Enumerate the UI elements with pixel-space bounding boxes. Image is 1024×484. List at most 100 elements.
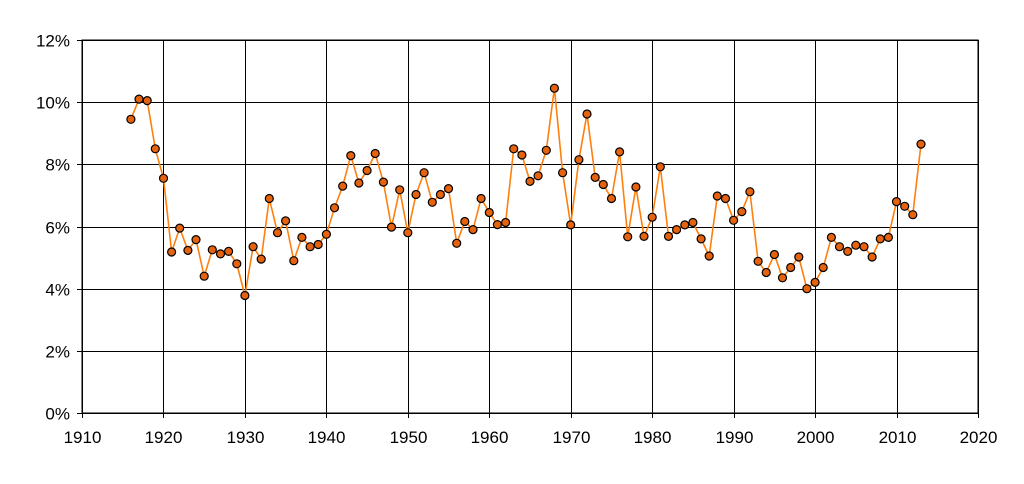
x-tick-label: 1960 — [471, 428, 509, 447]
data-point — [501, 217, 511, 228]
data-point — [313, 239, 323, 250]
data-point — [859, 242, 869, 252]
plot-area — [81, 39, 979, 414]
data-point — [240, 290, 250, 301]
data-point — [338, 181, 348, 191]
y-tick-label: 6% — [45, 219, 70, 238]
data-point — [468, 225, 478, 235]
data-point — [460, 216, 470, 227]
data-point — [623, 232, 633, 242]
data-point — [712, 191, 722, 201]
data-point — [281, 216, 291, 226]
data-point — [574, 155, 584, 165]
data-point — [655, 162, 665, 172]
y-tick-label: 12% — [36, 32, 70, 51]
data-point — [175, 223, 185, 233]
data-point — [370, 148, 380, 159]
data-point — [851, 240, 861, 250]
x-tick-label: 1930 — [227, 428, 265, 447]
y-tick-label: 2% — [45, 343, 70, 362]
x-tick-label: 1990 — [716, 428, 754, 447]
data-point — [826, 232, 837, 242]
x-tick-label: 1950 — [390, 428, 428, 447]
data-point — [403, 228, 413, 238]
data-point — [305, 242, 315, 252]
x-tick-label: 2010 — [879, 428, 917, 447]
tick-labels: 0% 2% 4% 6% 8% 10% 12% 1910 1920 1930 1940 1950 1960… — [36, 32, 997, 448]
data-point — [419, 168, 429, 178]
x-tick-label: 1970 — [553, 428, 591, 447]
data-point — [191, 235, 201, 245]
data-point — [354, 178, 364, 188]
data-point — [720, 193, 731, 204]
data-point — [802, 284, 812, 294]
data-point — [777, 273, 788, 283]
series — [126, 83, 926, 301]
data-point — [614, 147, 625, 157]
data-point — [663, 231, 674, 241]
data-point — [753, 256, 763, 266]
y-tick-label: 4% — [45, 281, 70, 300]
data-point — [256, 254, 266, 264]
data-point — [671, 225, 682, 235]
data-point — [696, 234, 706, 244]
grid — [81, 39, 979, 414]
data-point — [346, 151, 356, 161]
data-point — [134, 94, 144, 104]
data-point — [549, 83, 560, 93]
data-point — [761, 267, 771, 278]
data-point — [476, 193, 486, 204]
data-point — [509, 144, 519, 154]
data-point — [435, 189, 445, 200]
y-tick-label: 10% — [36, 94, 70, 113]
x-tick-label: 1940 — [308, 428, 346, 447]
data-point — [541, 145, 551, 155]
data-point — [427, 197, 437, 207]
data-point — [557, 168, 568, 178]
data-point — [818, 262, 828, 273]
data-point — [745, 187, 755, 197]
data-point — [395, 185, 405, 195]
data-point — [908, 210, 918, 220]
x-tick-label: 1910 — [64, 428, 102, 447]
data-point — [704, 251, 714, 261]
data-point — [631, 182, 641, 192]
data-point — [362, 165, 372, 176]
data-point — [321, 229, 331, 239]
data-point — [199, 271, 209, 281]
data-point — [142, 95, 152, 106]
data-point — [183, 245, 193, 255]
data-point — [443, 184, 454, 194]
x-tick-label: 1920 — [145, 428, 183, 447]
data-point — [484, 207, 494, 218]
data-point — [728, 215, 739, 225]
data-point — [786, 262, 796, 273]
data-point — [867, 252, 877, 262]
data-point — [794, 252, 804, 262]
data-point — [289, 256, 299, 266]
data-point — [126, 114, 136, 124]
y-tick-label: 8% — [45, 156, 70, 175]
data-point — [207, 245, 217, 255]
data-point — [606, 193, 617, 204]
data-point — [386, 222, 397, 232]
data-point — [875, 234, 885, 244]
x-tick-label: 1980 — [634, 428, 672, 447]
data-point — [883, 232, 894, 242]
data-point — [378, 177, 388, 187]
data-point — [688, 217, 698, 228]
x-tick-label: 2020 — [960, 428, 998, 447]
data-point — [158, 173, 169, 183]
data-point — [647, 212, 657, 222]
data-point — [150, 144, 160, 154]
data-point — [680, 220, 690, 230]
data-point — [492, 220, 502, 230]
data-point — [598, 179, 608, 190]
data-point — [769, 249, 780, 260]
data-point — [264, 193, 274, 204]
data-point — [737, 207, 747, 217]
data-point — [843, 246, 853, 256]
data-point — [167, 247, 177, 257]
